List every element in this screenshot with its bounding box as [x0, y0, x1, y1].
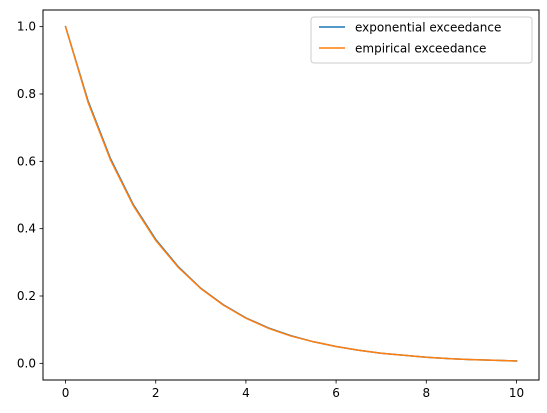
series-line-1 [64, 25, 518, 362]
y-tick-label: 0.2 [17, 289, 36, 303]
legend-label-empirical: empirical exceedance [355, 42, 486, 56]
x-tick-label: 10 [509, 386, 524, 400]
series-line-0 [64, 25, 518, 362]
plot-frame [42, 9, 540, 381]
y-tick-label: 0.0 [17, 356, 36, 370]
y-tick-label: 0.8 [17, 87, 36, 101]
x-tick-label: 6 [332, 386, 340, 400]
y-tick-label: 0.4 [17, 222, 36, 236]
y-tick-label: 0.6 [17, 154, 36, 168]
y-tick-label: 1.0 [17, 20, 36, 34]
legend: exponential exceedance empirical exceeda… [310, 16, 533, 64]
x-tick-label: 8 [422, 386, 430, 400]
x-tick-label: 4 [242, 386, 250, 400]
series-layer [64, 25, 518, 362]
x-axis: 0 2 4 6 8 10 [62, 380, 524, 400]
x-tick-label: 2 [152, 386, 160, 400]
legend-box [310, 16, 533, 64]
plot-area [42, 9, 540, 381]
y-axis: 0.0 0.2 0.4 0.6 0.8 1.0 [17, 20, 43, 370]
x-tick-label: 0 [62, 386, 70, 400]
legend-label-exponential: exponential exceedance [355, 21, 501, 35]
